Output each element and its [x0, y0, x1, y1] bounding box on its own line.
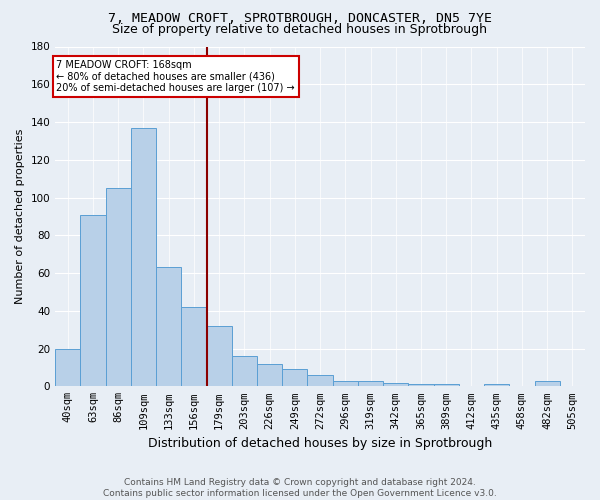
Text: Contains HM Land Registry data © Crown copyright and database right 2024.
Contai: Contains HM Land Registry data © Crown c…	[103, 478, 497, 498]
Bar	[409, 384, 434, 386]
Bar	[332, 380, 358, 386]
Bar	[156, 268, 181, 386]
Bar	[535, 380, 560, 386]
Bar	[131, 128, 156, 386]
Bar	[181, 307, 206, 386]
Bar	[383, 382, 409, 386]
X-axis label: Distribution of detached houses by size in Sprotbrough: Distribution of detached houses by size …	[148, 437, 492, 450]
Bar	[434, 384, 459, 386]
Bar	[106, 188, 131, 386]
Text: Size of property relative to detached houses in Sprotbrough: Size of property relative to detached ho…	[113, 22, 487, 36]
Y-axis label: Number of detached properties: Number of detached properties	[15, 128, 25, 304]
Bar	[257, 364, 282, 386]
Bar	[80, 214, 106, 386]
Bar	[282, 370, 307, 386]
Text: 7, MEADOW CROFT, SPROTBROUGH, DONCASTER, DN5 7YE: 7, MEADOW CROFT, SPROTBROUGH, DONCASTER,…	[108, 12, 492, 26]
Bar	[232, 356, 257, 386]
Bar	[484, 384, 509, 386]
Bar	[358, 380, 383, 386]
Bar	[307, 375, 332, 386]
Bar	[206, 326, 232, 386]
Text: 7 MEADOW CROFT: 168sqm
← 80% of detached houses are smaller (436)
20% of semi-de: 7 MEADOW CROFT: 168sqm ← 80% of detached…	[56, 60, 295, 93]
Bar	[55, 348, 80, 387]
